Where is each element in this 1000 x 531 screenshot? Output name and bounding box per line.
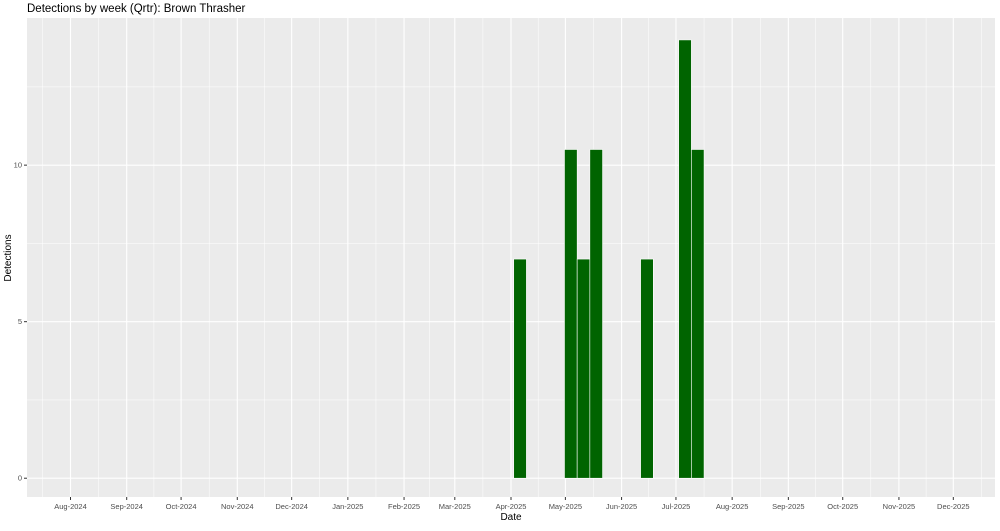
y-axis-label: Detections xyxy=(3,234,14,281)
x-tick-label: Dec-2025 xyxy=(937,502,970,511)
x-tick-label: Mar-2025 xyxy=(439,502,471,511)
y-tick-label: 10 xyxy=(14,161,22,170)
bar xyxy=(513,258,527,479)
bar xyxy=(576,258,591,479)
bar xyxy=(640,258,654,479)
axes: Aug-2024 Sep-2024 Oct-2024 Nov-2024 Dec-2024… xyxy=(14,161,970,511)
bar xyxy=(564,149,578,479)
chart-title: Detections by week (Qrtr): Brown Thrashe… xyxy=(27,3,246,15)
bars xyxy=(513,39,705,479)
x-tick-label: Sep-2024 xyxy=(110,502,143,511)
x-tick-label: Oct-2025 xyxy=(827,502,858,511)
bar xyxy=(589,149,603,479)
x-tick-label: Jan-2025 xyxy=(332,502,363,511)
x-tick-label: Aug-2024 xyxy=(54,502,87,511)
x-tick-label: Aug-2025 xyxy=(716,502,749,511)
y-tick-label: 0 xyxy=(18,474,22,483)
x-tick-label: Jul-2025 xyxy=(662,502,691,511)
x-tick-label: Nov-2024 xyxy=(221,502,254,511)
y-tick-label: 5 xyxy=(18,317,22,326)
bar xyxy=(691,149,705,479)
x-tick-label: Dec-2024 xyxy=(275,502,308,511)
x-tick-label: Sep-2025 xyxy=(772,502,805,511)
x-tick-label: Feb-2025 xyxy=(388,502,420,511)
x-tick-label: Nov-2025 xyxy=(883,502,916,511)
x-tick-label: Apr-2025 xyxy=(496,502,527,511)
x-tick-label: Oct-2024 xyxy=(166,502,197,511)
x-tick-label: May-2025 xyxy=(549,502,582,511)
bar xyxy=(678,39,692,479)
x-axis-label: Date xyxy=(500,512,522,523)
x-tick-label: Jun-2025 xyxy=(606,502,637,511)
